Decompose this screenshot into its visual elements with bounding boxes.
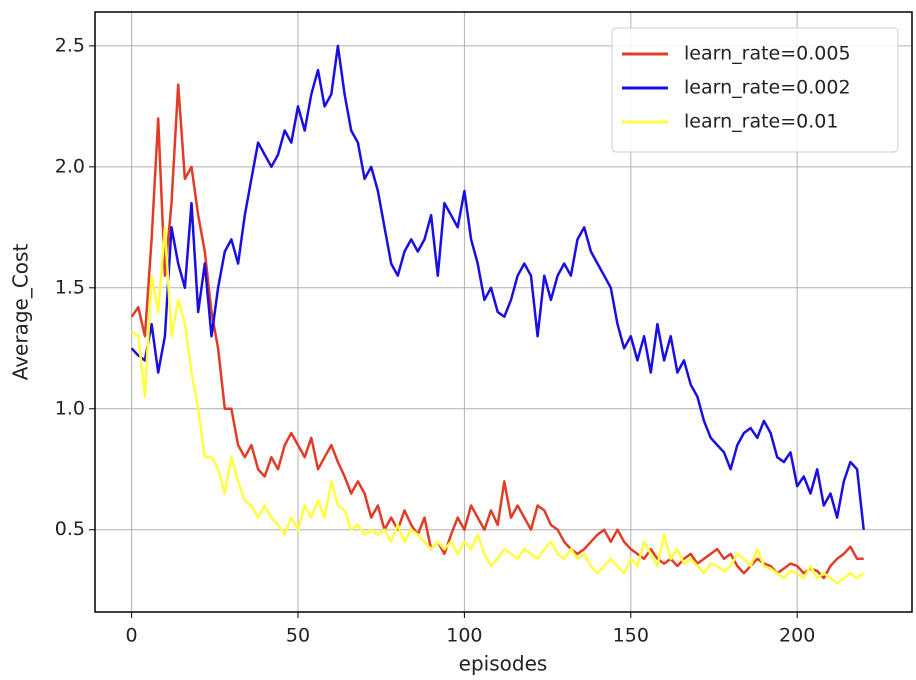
legend-label: learn_rate=0.01 [684, 111, 838, 133]
y-tick-label: 2.5 [55, 34, 85, 56]
y-tick-label: 2.0 [55, 155, 85, 177]
legend-label: learn_rate=0.002 [684, 77, 851, 99]
y-tick-label: 0.5 [55, 518, 85, 540]
plot-frame [94, 11, 913, 613]
legend-label: learn_rate=0.005 [684, 43, 851, 65]
legend-box [611, 27, 899, 153]
x-tick-label: 0 [126, 625, 138, 647]
data-line [130, 44, 865, 530]
y-tick-label: 1.0 [55, 397, 85, 419]
x-tick-label: 100 [446, 625, 482, 647]
data-line [130, 226, 865, 585]
y-axis-label: Average_Cost [9, 244, 33, 381]
x-tick-label: 50 [286, 625, 310, 647]
y-tick-label: 1.5 [55, 276, 85, 298]
x-axis-label: episodes [459, 652, 548, 676]
data-line [130, 83, 864, 580]
x-tick-label: 150 [613, 625, 649, 647]
x-tick-label: 200 [779, 625, 815, 647]
